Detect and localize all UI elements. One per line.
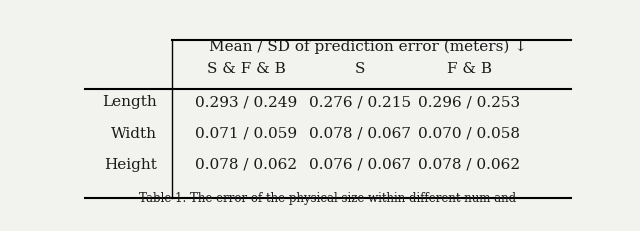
Text: 0.076 / 0.067: 0.076 / 0.067 (309, 158, 412, 172)
Text: F & B: F & B (447, 62, 492, 76)
Text: 0.070 / 0.058: 0.070 / 0.058 (419, 127, 520, 140)
Text: Length: Length (102, 95, 157, 109)
Text: Height: Height (104, 158, 157, 172)
Text: 0.276 / 0.215: 0.276 / 0.215 (309, 95, 412, 109)
Text: 0.071 / 0.059: 0.071 / 0.059 (195, 127, 297, 140)
Text: 0.078 / 0.062: 0.078 / 0.062 (195, 158, 297, 172)
Text: Table 1. The error of the physical size within different num and: Table 1. The error of the physical size … (140, 192, 516, 205)
Text: S: S (355, 62, 365, 76)
Text: 0.293 / 0.249: 0.293 / 0.249 (195, 95, 298, 109)
Text: Width: Width (111, 127, 157, 140)
Text: S & F & B: S & F & B (207, 62, 285, 76)
Text: 0.078 / 0.067: 0.078 / 0.067 (309, 127, 412, 140)
Text: Mean / SD of prediction error (meters) ↓: Mean / SD of prediction error (meters) ↓ (209, 39, 527, 54)
Text: 0.078 / 0.062: 0.078 / 0.062 (419, 158, 520, 172)
Text: 0.296 / 0.253: 0.296 / 0.253 (419, 95, 520, 109)
